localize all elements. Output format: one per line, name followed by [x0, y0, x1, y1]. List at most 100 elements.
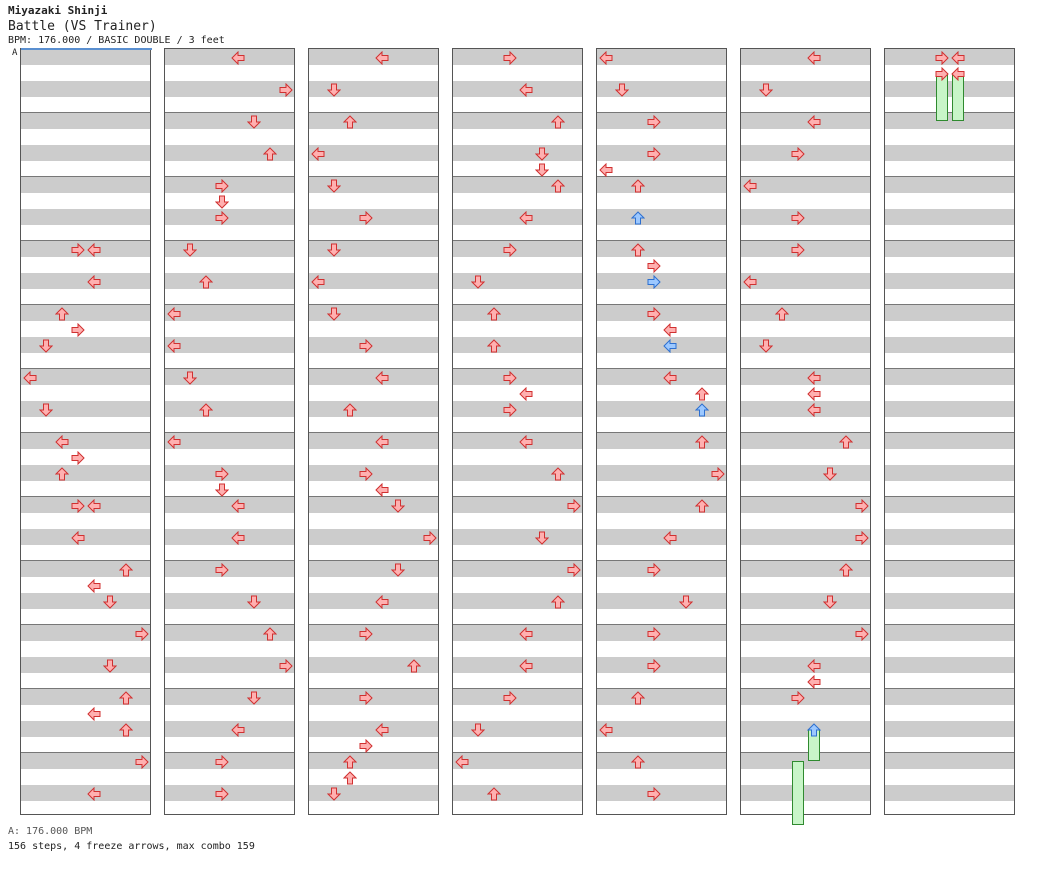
arrow-left-icon	[519, 434, 533, 450]
beat-band	[165, 561, 294, 577]
beat-band	[309, 529, 438, 545]
arrow-left-icon	[519, 210, 533, 226]
beat-band	[453, 657, 582, 673]
arrow-up-icon	[54, 306, 70, 321]
arrow-left-icon	[87, 786, 101, 802]
arrow-left-icon	[311, 146, 325, 162]
arrow-left-icon	[231, 530, 245, 546]
beat-band	[597, 177, 726, 193]
arrow-right-icon	[503, 370, 517, 386]
arrow-down-icon	[534, 530, 550, 545]
arrow-right-icon	[647, 658, 661, 674]
arrow-left-icon	[599, 162, 613, 178]
beat-band	[885, 785, 1014, 801]
beat-band	[741, 721, 870, 737]
arrow-up-icon	[118, 562, 134, 577]
arrow-up-icon	[550, 178, 566, 193]
arrow-left-icon	[455, 754, 469, 770]
beat-band	[165, 689, 294, 705]
beat-band	[21, 49, 150, 65]
beat-band	[741, 241, 870, 257]
arrow-right-icon	[215, 178, 229, 194]
arrow-right-icon	[791, 690, 805, 706]
arrow-left-icon	[663, 530, 677, 546]
arrow-left-icon	[71, 530, 85, 546]
beat-band	[165, 337, 294, 353]
beat-band	[21, 369, 150, 385]
beat-band	[597, 49, 726, 65]
beat-band	[885, 721, 1014, 737]
arrow-down-icon	[758, 338, 774, 353]
arrow-right-icon	[135, 754, 149, 770]
beat-band	[885, 401, 1014, 417]
arrow-down-icon	[470, 722, 486, 737]
beat-band	[309, 433, 438, 449]
chart-column	[308, 48, 439, 815]
beat-band	[741, 145, 870, 161]
arrow-right-icon	[215, 786, 229, 802]
beat-band	[885, 177, 1014, 193]
beat-band	[885, 561, 1014, 577]
beat-band	[309, 689, 438, 705]
beat-band	[453, 337, 582, 353]
beat-band	[597, 401, 726, 417]
arrow-right-icon	[503, 402, 517, 418]
beat-band	[597, 337, 726, 353]
arrow-left-icon	[743, 178, 757, 194]
beat-band	[597, 433, 726, 449]
arrow-right-icon	[647, 306, 661, 322]
measure-line	[21, 368, 150, 369]
beat-band	[741, 113, 870, 129]
measure-line	[165, 240, 294, 241]
beat-band	[165, 81, 294, 97]
bpm-marker-label: A	[12, 48, 18, 58]
measure-line	[453, 112, 582, 113]
arrow-right-icon	[359, 626, 373, 642]
chart-column	[740, 48, 871, 825]
beat-band	[597, 209, 726, 225]
beat-band	[309, 337, 438, 353]
arrow-down-icon	[390, 562, 406, 577]
beat-band	[21, 497, 150, 513]
beat-band	[453, 113, 582, 129]
beat-band	[309, 113, 438, 129]
measure-line	[597, 240, 726, 241]
arrow-down-icon	[38, 402, 54, 417]
measure-line	[165, 112, 294, 113]
arrow-up-icon	[550, 114, 566, 129]
beat-band	[21, 753, 150, 769]
beat-band	[597, 305, 726, 321]
arrow-left-icon	[87, 274, 101, 290]
beat-band	[309, 241, 438, 257]
beat-band	[741, 529, 870, 545]
chart-info: BPM: 176.000 / BASIC DOUBLE / 3 feet	[8, 35, 225, 46]
measure-line	[21, 560, 150, 561]
bpm-legend: A: 176.000 BPM	[8, 826, 93, 837]
arrow-left-icon	[519, 626, 533, 642]
chart-column	[884, 48, 1015, 815]
arrow-left-icon	[87, 578, 101, 594]
beat-band	[453, 625, 582, 641]
arrow-right-icon	[215, 466, 229, 482]
beat-band	[453, 305, 582, 321]
beat-band	[21, 721, 150, 737]
arrow-up-icon	[342, 402, 358, 417]
beat-band	[885, 433, 1014, 449]
beat-band	[597, 113, 726, 129]
arrow-up-icon	[118, 690, 134, 705]
arrow-up-icon	[694, 402, 710, 417]
measure-line	[885, 688, 1014, 689]
beat-band	[597, 497, 726, 513]
arrow-up-icon	[198, 402, 214, 417]
arrow-left-icon	[375, 482, 389, 498]
beat-band	[309, 785, 438, 801]
beat-band	[453, 369, 582, 385]
arrow-down-icon	[214, 194, 230, 209]
measure-line	[453, 496, 582, 497]
arrow-left-icon	[375, 434, 389, 450]
measure-line	[453, 304, 582, 305]
arrow-up-icon	[486, 786, 502, 801]
beat-band	[453, 785, 582, 801]
beat-band	[885, 113, 1014, 129]
measure-line	[21, 688, 150, 689]
